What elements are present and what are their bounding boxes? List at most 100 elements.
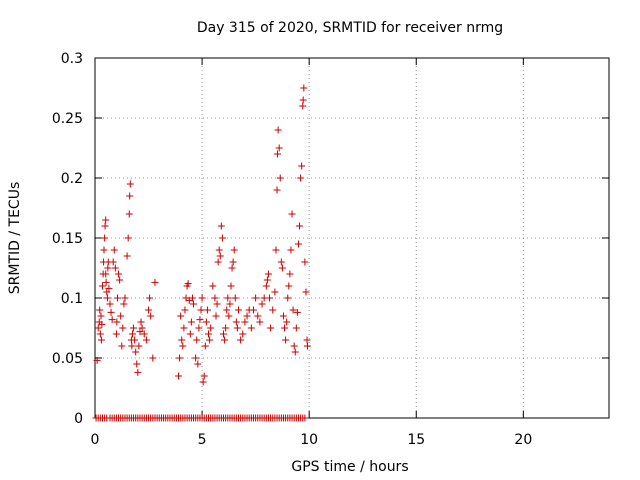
data-point xyxy=(110,246,118,254)
data-point xyxy=(126,180,134,188)
data-point xyxy=(192,354,200,362)
data-point xyxy=(197,306,205,314)
data-point xyxy=(233,324,241,332)
data-point xyxy=(228,264,236,272)
data-point xyxy=(225,312,233,320)
data-point xyxy=(224,294,232,302)
data-point xyxy=(299,96,307,104)
data-point xyxy=(115,270,123,278)
data-point xyxy=(94,324,102,332)
data-point xyxy=(113,294,121,302)
data-point xyxy=(149,354,157,362)
data-point xyxy=(132,348,140,356)
y-tick-label: 0.2 xyxy=(61,171,83,187)
data-point xyxy=(271,288,279,296)
data-point xyxy=(273,186,281,194)
data-point xyxy=(215,246,223,254)
data-point xyxy=(217,222,225,230)
data-point xyxy=(256,318,264,326)
data-point xyxy=(243,312,251,320)
grid xyxy=(95,58,609,418)
data-point xyxy=(274,126,282,134)
data-point xyxy=(273,150,281,158)
data-point xyxy=(135,342,143,350)
data-point xyxy=(98,282,106,290)
data-point xyxy=(195,324,203,332)
data-point xyxy=(234,306,242,314)
data-point xyxy=(136,328,144,336)
data-point xyxy=(277,258,285,266)
data-point xyxy=(207,324,215,332)
data-point xyxy=(285,282,293,290)
data-point xyxy=(119,324,127,332)
data-point xyxy=(186,330,194,338)
data-point xyxy=(199,378,207,386)
data-point xyxy=(278,264,286,272)
data-point xyxy=(263,276,271,284)
data-points xyxy=(92,84,311,422)
x-tick-label: 10 xyxy=(300,432,318,448)
data-point xyxy=(179,342,187,350)
data-point xyxy=(302,288,310,296)
data-point xyxy=(276,174,284,182)
y-tick-label: 0.25 xyxy=(52,111,83,127)
data-point xyxy=(134,368,142,376)
data-point xyxy=(291,348,299,356)
data-point xyxy=(241,318,249,326)
data-point xyxy=(96,306,104,314)
data-point xyxy=(275,144,283,152)
data-point xyxy=(106,300,114,308)
data-point xyxy=(289,306,297,314)
chart-title: Day 315 of 2020, SRMTID for receiver nrm… xyxy=(197,20,503,36)
data-point xyxy=(231,294,239,302)
data-point xyxy=(113,318,121,326)
data-point xyxy=(213,300,221,308)
data-point xyxy=(254,312,262,320)
data-point xyxy=(258,300,266,308)
data-point xyxy=(121,294,129,302)
data-point xyxy=(300,84,308,92)
data-point xyxy=(151,278,159,286)
data-point xyxy=(272,246,280,254)
data-point xyxy=(290,342,298,350)
x-axis-label: GPS time / hours xyxy=(291,459,408,475)
data-point xyxy=(205,330,213,338)
axis-ticks: 0 0.05 0.1 0.15 0.2 0.25 0.3 0 5 10 15 20 xyxy=(52,51,609,448)
data-point xyxy=(102,270,110,278)
data-point xyxy=(303,342,311,350)
data-point xyxy=(101,234,109,242)
data-point xyxy=(249,306,257,314)
data-point xyxy=(292,324,300,332)
data-point xyxy=(301,258,309,266)
data-point xyxy=(96,330,104,338)
y-tick-label: 0.05 xyxy=(52,351,83,367)
y-axis-label: SRMTID / TECUs xyxy=(7,182,23,295)
data-point xyxy=(120,300,128,308)
data-point xyxy=(293,308,301,316)
data-point xyxy=(133,360,141,368)
data-point xyxy=(269,306,277,314)
data-point xyxy=(267,324,275,332)
data-point xyxy=(181,306,189,314)
data-point xyxy=(294,240,302,248)
data-point xyxy=(118,342,126,350)
data-point xyxy=(102,216,110,224)
data-point xyxy=(180,324,188,332)
data-point xyxy=(145,306,153,314)
data-point xyxy=(284,294,292,302)
data-point xyxy=(297,174,305,182)
data-point xyxy=(287,246,295,254)
data-point xyxy=(175,372,183,380)
data-point xyxy=(227,282,235,290)
data-point xyxy=(303,336,311,344)
data-point xyxy=(104,264,112,272)
data-point xyxy=(194,360,202,368)
data-point xyxy=(103,288,111,296)
data-point xyxy=(138,324,146,332)
data-point xyxy=(108,316,116,324)
data-point xyxy=(128,342,136,350)
data-point xyxy=(229,258,237,266)
data-point xyxy=(279,312,287,320)
data-point xyxy=(112,330,120,338)
data-point xyxy=(262,282,270,290)
